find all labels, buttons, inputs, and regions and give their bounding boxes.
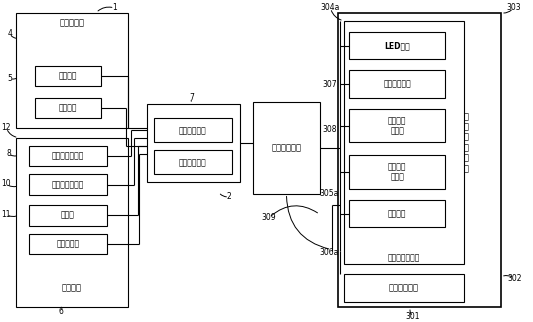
Text: 激光信号
发射器: 激光信号 发射器: [388, 116, 406, 135]
Text: 射击模拟靶系统: 射击模拟靶系统: [387, 253, 419, 262]
Bar: [253, 102, 320, 194]
Bar: [35, 98, 101, 118]
Text: 7: 7: [189, 93, 195, 102]
Text: 触动器: 触动器: [61, 211, 75, 220]
Text: 302: 302: [507, 274, 522, 283]
Text: 控制系统平台: 控制系统平台: [179, 158, 207, 167]
Text: 6: 6: [59, 308, 64, 317]
Text: 模拟射击场: 模拟射击场: [60, 18, 84, 27]
Text: 11: 11: [2, 210, 11, 219]
Bar: [349, 71, 445, 98]
Bar: [154, 118, 232, 142]
Text: 模
拟
射
击
人
模: 模 拟 射 击 人 模: [464, 112, 469, 173]
Text: 8: 8: [6, 149, 11, 158]
Bar: [344, 274, 464, 302]
Bar: [29, 205, 107, 226]
Text: 10: 10: [2, 179, 11, 188]
Text: 303: 303: [506, 4, 521, 13]
Text: 监控摄头: 监控摄头: [59, 103, 77, 112]
Bar: [338, 13, 501, 307]
Bar: [349, 200, 445, 227]
Text: 308: 308: [322, 125, 337, 134]
Text: 5: 5: [7, 74, 12, 83]
Bar: [154, 150, 232, 175]
Bar: [29, 175, 107, 195]
Bar: [349, 155, 445, 189]
Bar: [29, 146, 107, 166]
Text: 1: 1: [112, 4, 117, 13]
Text: 4: 4: [7, 29, 12, 38]
Bar: [349, 109, 445, 142]
Bar: [29, 233, 107, 254]
Bar: [16, 137, 128, 307]
Bar: [147, 104, 240, 182]
Text: 射击信号发生器: 射击信号发生器: [52, 151, 84, 160]
Text: 306a: 306a: [320, 248, 339, 257]
Bar: [16, 13, 128, 128]
Text: 305a: 305a: [320, 189, 339, 198]
Text: LED灯弹: LED灯弹: [384, 41, 410, 50]
Text: 307: 307: [322, 80, 337, 89]
Bar: [35, 66, 101, 86]
Text: 人机交互界面: 人机交互界面: [179, 126, 207, 135]
Text: 激光信号接收器: 激光信号接收器: [52, 180, 84, 189]
Bar: [349, 32, 445, 59]
Text: 模拟光线: 模拟光线: [59, 71, 77, 80]
Text: 模拟发声装置: 模拟发声装置: [383, 80, 411, 89]
Text: 受训人员: 受训人员: [62, 283, 82, 292]
Text: 12: 12: [2, 124, 11, 132]
Text: 回转机构: 回转机构: [388, 209, 406, 218]
Text: 智能移动平台: 智能移动平台: [389, 283, 419, 292]
Text: 2: 2: [227, 192, 231, 201]
Text: 交互控制模块: 交互控制模块: [271, 144, 302, 153]
Text: 被弹捕捉
传感器: 被弹捕捉 传感器: [388, 162, 406, 182]
Text: 301: 301: [406, 312, 421, 321]
Bar: [344, 21, 464, 264]
Text: 309: 309: [262, 213, 277, 222]
Text: 噪音源生器: 噪音源生器: [56, 240, 79, 249]
Text: 304a: 304a: [321, 4, 340, 13]
